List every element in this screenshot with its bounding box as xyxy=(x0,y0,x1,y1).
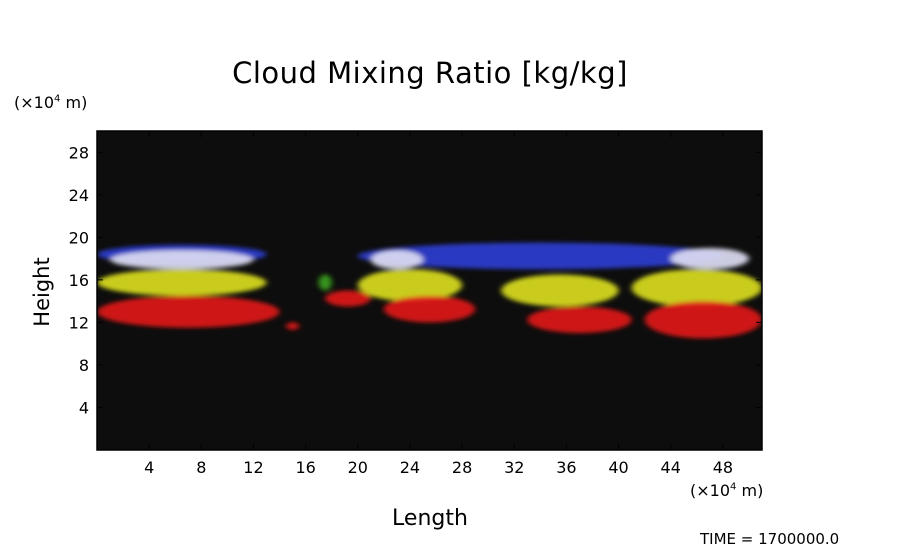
cloud-patch-red-3 xyxy=(97,295,280,328)
x-tick-label: 40 xyxy=(608,458,628,477)
x-axis-unit-label: (×104 m) xyxy=(690,481,764,500)
x-axis-label: Length xyxy=(392,506,468,531)
y-tick-label: 24 xyxy=(69,186,89,205)
x-tick-label: 36 xyxy=(556,458,576,477)
cloud-patch-yellow-2 xyxy=(97,269,267,296)
x-tick-label: 32 xyxy=(504,458,524,477)
cloud-patch-red-12 xyxy=(527,306,632,334)
y-tick-label: 28 xyxy=(69,143,89,162)
y-tick-label: 12 xyxy=(69,313,89,332)
x-tick-label: 8 xyxy=(196,458,206,477)
x-tick-label: 16 xyxy=(295,458,315,477)
cloud-patch-yellow-9 xyxy=(357,269,463,302)
x-tick-label: 4 xyxy=(144,458,154,477)
y-tick-label: 8 xyxy=(79,356,89,375)
y-axis-unit-label: (×104 m) xyxy=(14,93,88,112)
x-tick-label: 24 xyxy=(400,458,420,477)
x-tick-label: 48 xyxy=(713,458,733,477)
cloud-patch-blue-7 xyxy=(357,242,723,270)
cloud-patch-red-15 xyxy=(644,301,762,339)
cloud-patch-yellow-14 xyxy=(631,269,762,307)
x-tick-label: 44 xyxy=(661,458,681,477)
cloud-patch-yellow-11 xyxy=(501,274,619,307)
cloud-patch-red-4 xyxy=(286,322,300,330)
plot-frame xyxy=(96,130,763,451)
cloud-patch-white-8 xyxy=(370,250,423,270)
x-tick-label: 28 xyxy=(452,458,472,477)
cloud-patch-red-6 xyxy=(325,290,371,307)
cloud-patch-green-5 xyxy=(318,274,332,291)
chart-title: Cloud Mixing Ratio [kg/kg] xyxy=(232,56,628,90)
y-tick-label: 20 xyxy=(69,228,89,247)
x-tick-label: 20 xyxy=(348,458,368,477)
cloud-patch-white-13 xyxy=(670,247,749,270)
cloud-patch-white-1 xyxy=(110,250,254,270)
y-tick-label: 4 xyxy=(79,398,89,417)
y-tick-label: 16 xyxy=(69,271,89,290)
x-tick-label: 12 xyxy=(243,458,263,477)
cloud-patch-red-10 xyxy=(383,295,476,323)
